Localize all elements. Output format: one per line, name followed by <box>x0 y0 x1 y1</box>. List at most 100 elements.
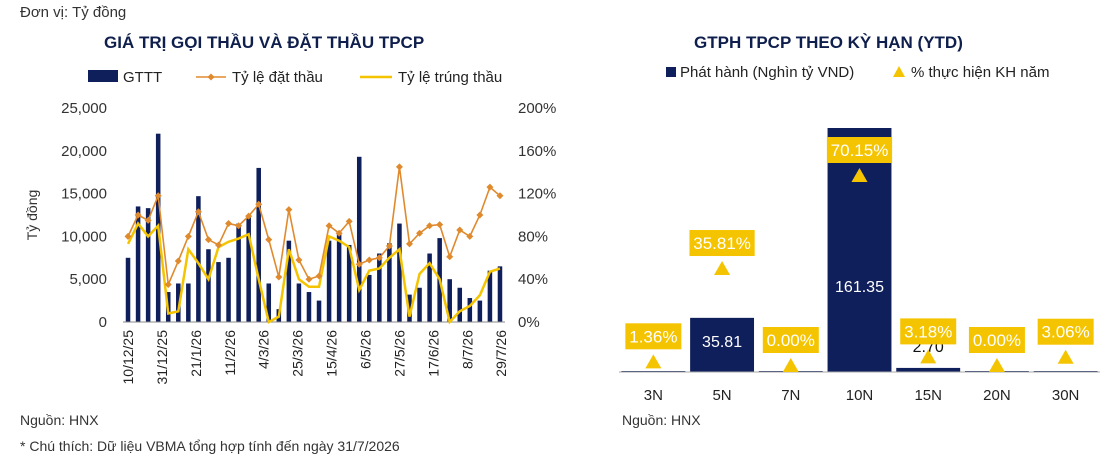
bid-ratio-point <box>164 281 172 289</box>
y-tick-label: 5,000 <box>69 271 107 288</box>
bar-gttt <box>176 283 181 322</box>
pct-label-box <box>689 230 755 257</box>
bar-gttt <box>467 298 473 322</box>
x-tick-label: 31/12/25 <box>154 330 170 385</box>
bar-value-label: 35.81 <box>702 334 742 351</box>
bid-ratio-point <box>456 226 464 234</box>
legend-label: Tỷ lệ đặt thầu <box>232 69 323 86</box>
y-tick-label: 15,000 <box>61 186 107 203</box>
legend-swatch-issuance <box>666 67 676 77</box>
y-tick-label: 10,000 <box>61 228 107 245</box>
pct-label-box <box>968 327 1025 353</box>
pct-label: 3.06% <box>1042 323 1090 342</box>
bid-ratio-point <box>225 220 233 228</box>
y-tick-label: 25,000 <box>61 100 107 117</box>
bid-ratio-point <box>406 240 413 248</box>
bid-ratio-point <box>194 208 202 216</box>
series-line-winning-ratio <box>126 221 501 325</box>
bar-gttt <box>417 287 422 322</box>
x-tick-label: 8/7/26 <box>459 330 475 369</box>
bar-value-label: 161.35 <box>835 279 884 296</box>
bar-gttt <box>356 156 362 322</box>
bid-ratio-point <box>134 211 142 219</box>
bar-gttt <box>306 292 312 322</box>
pct-marker <box>920 349 937 364</box>
bid-ratio-point <box>395 163 403 171</box>
x-tick-label: 29/7/26 <box>493 330 509 377</box>
bar-gttt <box>427 253 432 322</box>
bid-ratio-point <box>285 206 293 214</box>
bar-gttt <box>316 300 322 322</box>
pct-label-box <box>826 137 893 163</box>
bid-ratio-point <box>144 216 152 224</box>
bar-issuance <box>690 317 755 372</box>
legend-swatch-gttt <box>88 70 118 82</box>
pct-label: 1.36% <box>629 327 677 346</box>
x-tick-label: 20N <box>983 387 1011 404</box>
pct-marker <box>714 261 731 276</box>
bar-gttt <box>216 262 221 322</box>
y2-tick-label: 0% <box>518 314 540 331</box>
bid-ratio-point <box>124 232 132 240</box>
bar-gttt <box>477 300 483 322</box>
x-tick-label: 3N <box>644 387 663 404</box>
footnote: * Chú thích: Dữ liệu VBMA tổng hợp tính … <box>20 438 400 454</box>
bid-ratio-point <box>335 229 343 237</box>
pct-marker <box>645 354 662 369</box>
x-tick-label: 17/6/26 <box>425 330 441 377</box>
bar-gttt <box>226 257 231 322</box>
bar-gttt <box>186 283 191 322</box>
bar-gttt <box>125 257 131 322</box>
bar-gttt <box>377 253 382 322</box>
legend-swatch-pct <box>893 66 905 77</box>
x-tick-label: 10/12/25 <box>120 330 136 385</box>
bar-gttt <box>487 270 493 322</box>
bid-ratio-point <box>235 222 243 230</box>
bid-ratio-point <box>184 232 192 240</box>
x-tick-label: 21/1/26 <box>188 330 204 377</box>
bid-ratio-point <box>486 183 494 191</box>
legend-label: Tỷ lệ trúng thầu <box>398 69 502 86</box>
y2-tick-label: 40% <box>518 271 548 288</box>
bar-gttt <box>236 223 241 322</box>
x-tick-label: 30N <box>1052 387 1080 404</box>
bid-ratio-point <box>275 273 283 281</box>
bar-gttt <box>336 232 342 322</box>
pct-label: 35.81% <box>693 234 751 253</box>
pct-marker <box>988 358 1005 372</box>
bid-ratio-point <box>204 236 212 244</box>
legend-label: % thực hiện KH năm <box>911 64 1049 81</box>
bid-ratio-point <box>325 222 333 230</box>
bid-ratio-point <box>174 257 182 265</box>
bid-ratio-point <box>496 192 504 200</box>
x-tick-label: 7N <box>781 387 800 404</box>
bid-ratio-point <box>446 253 454 261</box>
pct-label: 0.00% <box>973 331 1021 350</box>
x-tick-label: 15N <box>914 387 942 404</box>
bid-ratio-point <box>265 236 273 244</box>
left-chart-title: GIÁ TRỊ GỌI THẦU VÀ ĐẶT THẦU TPCP <box>104 33 425 52</box>
y2-tick-label: 80% <box>518 228 548 245</box>
pct-label-box <box>762 327 819 353</box>
bar-issuance <box>827 128 892 372</box>
x-tick-label: 15/4/26 <box>324 330 340 377</box>
x-tick-label: 6/5/26 <box>358 330 374 369</box>
x-tick-label: 10N <box>846 387 874 404</box>
bar-gttt <box>296 283 302 322</box>
legend-label: Phát hành (Nghìn tỷ VND) <box>680 64 854 81</box>
bar-gttt <box>497 266 503 322</box>
legend-label: GTTT <box>123 69 162 86</box>
legend-marker-bid <box>207 73 215 81</box>
pct-label-box <box>625 323 682 350</box>
bar-issuance <box>896 367 961 372</box>
pct-label: 70.15% <box>831 141 889 160</box>
bid-ratio-point <box>154 192 162 200</box>
bar-gttt <box>457 287 463 322</box>
pct-label-box <box>1037 318 1094 345</box>
bid-ratio-point <box>426 222 434 230</box>
bid-ratio-point <box>375 254 383 262</box>
x-tick-label: 25/3/26 <box>290 330 306 377</box>
x-tick-label: 4/3/26 <box>256 330 272 369</box>
